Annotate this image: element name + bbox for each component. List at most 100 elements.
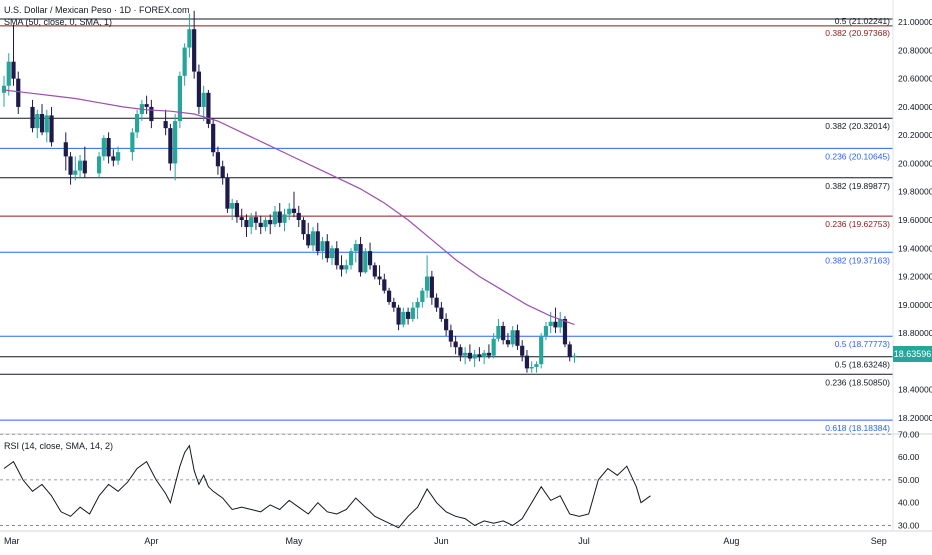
rsi-tick-label: 60.00 xyxy=(898,452,920,462)
time-tick-label: Mar xyxy=(4,536,20,546)
candle-body xyxy=(16,78,21,107)
candles-layer xyxy=(1,10,577,373)
symbol-title: U.S. Dollar / Mexican Peso · 1D · FOREX.… xyxy=(4,5,190,15)
candle-body xyxy=(201,92,206,107)
candle-body xyxy=(96,156,102,174)
candle-body xyxy=(348,251,354,266)
candle-body xyxy=(534,364,539,367)
candle-body xyxy=(562,318,568,345)
price-tick-label: 19.20000 xyxy=(898,272,932,282)
candle-body xyxy=(296,212,301,220)
candle-body xyxy=(363,251,368,273)
candle-body xyxy=(463,352,468,356)
candle-body xyxy=(358,244,363,273)
candle-body xyxy=(192,29,197,72)
fib-level-label: 0.236 (18.50850) xyxy=(825,377,890,387)
candle-body xyxy=(558,318,563,328)
candle-body xyxy=(301,220,306,235)
candle-body xyxy=(367,251,373,266)
candle-body xyxy=(144,104,149,107)
candle-body xyxy=(182,47,187,76)
candle-body xyxy=(510,330,515,345)
candle-body xyxy=(486,352,492,356)
fib-level-label: 0.5 (18.77773) xyxy=(835,339,890,349)
time-tick-label: Sep xyxy=(871,536,887,546)
time-tick-label: May xyxy=(285,536,303,546)
candle-body xyxy=(306,234,311,246)
price-tick-label: 19.80000 xyxy=(898,187,932,197)
price-axis-layer: 21.00000 20.80000 20.60000 20.40000 20.20000… xyxy=(0,0,932,530)
candle-body xyxy=(467,352,472,359)
candle-body xyxy=(39,114,45,133)
candle-body xyxy=(244,220,249,228)
fib-level-label: 0.382 (20.97368) xyxy=(825,28,890,38)
candle-body xyxy=(539,335,544,365)
candle-body xyxy=(448,330,453,342)
candle-body xyxy=(548,321,553,326)
time-tick-label: Jul xyxy=(578,536,590,546)
candle-body xyxy=(215,152,221,167)
candle-body xyxy=(543,326,549,336)
fib-levels-layer: 0.5 (21.02241) 0.382 (20.97368) 0.382 (20.… xyxy=(0,16,893,433)
candle-body xyxy=(149,106,154,122)
candle-body xyxy=(415,301,420,308)
candle-body xyxy=(315,231,320,252)
candle-body xyxy=(187,29,192,48)
fib-level-label: 0.382 (19.89877) xyxy=(825,181,890,191)
sma-indicator-label: SMA (50, close, 0, SMA, 1) xyxy=(4,17,113,27)
candle-body xyxy=(206,92,211,124)
candle-body xyxy=(211,123,216,153)
candle-body xyxy=(529,366,534,369)
sma-line xyxy=(3,89,575,326)
candle-body xyxy=(482,352,487,358)
rsi-tick-label: 50.00 xyxy=(898,475,920,485)
candle-body xyxy=(277,211,282,223)
candle-body xyxy=(491,338,496,356)
candle-body xyxy=(272,211,278,225)
time-axis-layer: Mar Apr May Jun Jul Aug Sep xyxy=(0,530,932,546)
candle-body xyxy=(505,340,511,345)
rsi-tick-label: 70.00 xyxy=(898,429,920,439)
candle-body xyxy=(177,75,182,122)
price-tick-label: 19.40000 xyxy=(898,243,932,253)
rsi-tick-label: 40.00 xyxy=(898,498,920,508)
candle-body xyxy=(263,220,268,228)
fib-level-label: 0.618 (18.18384) xyxy=(825,423,890,433)
fib-level-label: 0.236 (20.10645) xyxy=(825,151,890,161)
candle-body xyxy=(524,355,530,369)
candle-body xyxy=(173,121,178,164)
candle-body xyxy=(130,132,135,153)
candle-body xyxy=(234,203,240,218)
candle-body xyxy=(320,241,325,252)
candle-body xyxy=(334,248,339,266)
candle-body xyxy=(239,217,244,220)
fib-level-label: 0.382 (19.37163) xyxy=(825,255,890,265)
candle-body xyxy=(163,121,168,129)
candle-body xyxy=(11,61,16,79)
sma-layer xyxy=(3,89,575,326)
candle-body xyxy=(520,345,525,356)
candle-body xyxy=(339,265,344,270)
candle-body xyxy=(458,347,463,356)
candle-body xyxy=(434,297,439,308)
candle-body xyxy=(63,142,68,157)
candle-body xyxy=(111,156,116,161)
fib-level-label: 0.382 (20.32014) xyxy=(825,121,890,131)
candle-body xyxy=(472,354,477,359)
rsi-line xyxy=(3,444,651,529)
price-tick-label: 21.00000 xyxy=(898,17,932,27)
candle-body xyxy=(68,156,73,175)
time-tick-label: Aug xyxy=(723,536,739,546)
candle-body xyxy=(325,241,330,259)
time-tick-label: Jun xyxy=(434,536,449,546)
candle-body xyxy=(496,326,501,339)
candle-body xyxy=(282,214,287,223)
candle-body xyxy=(391,301,396,308)
price-tick-label: 18.20000 xyxy=(898,413,932,423)
candle-body xyxy=(572,355,577,358)
candle-body xyxy=(101,138,106,157)
candle-body xyxy=(405,311,411,319)
candle-body xyxy=(291,208,297,213)
